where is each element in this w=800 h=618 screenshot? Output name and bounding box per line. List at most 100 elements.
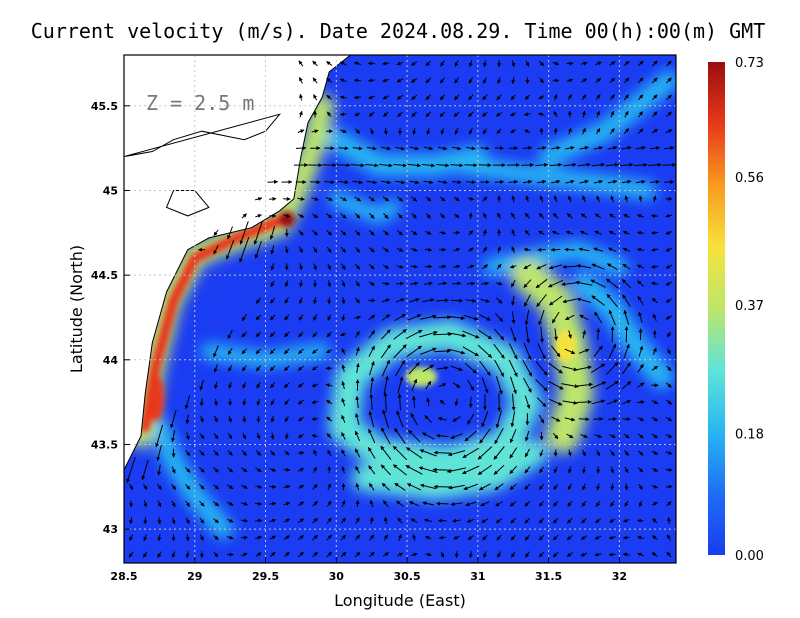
velocity-arrow (580, 535, 588, 540)
velocity-arrow (324, 180, 335, 185)
velocity-arrow (382, 247, 389, 253)
velocity-arrow (396, 94, 404, 100)
velocity-arrow (354, 112, 361, 117)
velocity-arrow (652, 518, 658, 524)
eddy-core (405, 366, 438, 387)
velocity-arrow (410, 552, 418, 557)
velocity-arrow (311, 400, 319, 405)
velocity-arrow (340, 229, 347, 236)
velocity-arrow (129, 534, 134, 541)
velocity-arrow (510, 94, 516, 101)
velocity-arrow (495, 281, 503, 286)
velocity-arrow (539, 466, 544, 474)
speed-streak (483, 240, 629, 276)
velocity-arrow (297, 518, 305, 524)
velocity-arrow (564, 247, 575, 252)
velocity-arrow (624, 110, 629, 118)
velocity-arrow (368, 230, 375, 236)
velocity-arrow (126, 456, 136, 484)
velocity-arrow (509, 264, 517, 269)
velocity-arrow (553, 127, 558, 135)
velocity-arrow (241, 331, 248, 338)
velocity-arrow (478, 314, 491, 321)
velocity-arrow (336, 163, 351, 168)
velocity-arrow (596, 483, 601, 491)
velocity-arrow (510, 279, 516, 288)
velocity-arrow (213, 345, 219, 358)
velocity-arrow (594, 552, 602, 557)
velocity-arrow (591, 399, 606, 405)
velocity-arrow (552, 213, 559, 219)
velocity-arrow (493, 446, 505, 460)
velocity-arrow (213, 518, 219, 524)
velocity-arrow (438, 281, 448, 286)
velocity-arrow (562, 264, 578, 269)
land-mass (124, 55, 352, 471)
velocity-arrow (395, 146, 405, 151)
velocity-arrow (397, 393, 402, 411)
velocity-arrow (394, 427, 406, 445)
velocity-arrow (651, 365, 659, 371)
velocity-arrow (199, 379, 204, 391)
velocity-arrow (283, 551, 290, 558)
velocity-arrow (624, 195, 629, 203)
velocity-arrow (382, 298, 390, 303)
y-tick-label: 44.5 (91, 269, 118, 282)
velocity-arrow (325, 349, 333, 354)
velocity-arrow (509, 447, 518, 459)
velocity-arrow (171, 483, 177, 490)
velocity-arrow (382, 95, 390, 100)
velocity-arrow (352, 180, 363, 185)
velocity-arrow (412, 127, 417, 135)
velocity-arrow (480, 298, 490, 303)
velocity-arrow (594, 213, 602, 219)
velocity-arrow (621, 279, 631, 289)
jet-max (278, 211, 295, 228)
velocity-arrow (593, 145, 604, 150)
velocity-arrow (239, 237, 250, 263)
velocity-arrow (609, 213, 616, 219)
velocity-arrow (447, 332, 467, 338)
velocity-arrow (580, 230, 588, 235)
velocity-arrow (666, 94, 672, 101)
velocity-arrow (226, 501, 234, 506)
velocity-arrow (424, 247, 432, 252)
map-title: Current velocity (m/s). Date 2024.08.29.… (31, 19, 766, 43)
velocity-arrow (405, 329, 423, 340)
velocity-arrow (171, 430, 176, 443)
velocity-arrow (454, 398, 459, 407)
velocity-arrow (355, 363, 360, 374)
velocity-arrow (596, 195, 601, 203)
velocity-arrow (341, 280, 346, 288)
velocity-arrow (551, 416, 561, 422)
velocity-arrow (538, 95, 545, 100)
velocity-arrow (567, 127, 572, 135)
velocity-arrow (610, 466, 615, 474)
velocity-arrow (326, 534, 333, 541)
velocity-arrow (509, 465, 518, 475)
plot-area (124, 55, 676, 563)
velocity-arrow (355, 499, 360, 508)
velocity-arrow (226, 518, 234, 523)
velocity-arrow (269, 518, 277, 523)
velocity-arrow (579, 314, 589, 321)
velocity-arrow (354, 315, 361, 320)
velocity-arrow (477, 464, 493, 476)
velocity-arrow (185, 414, 190, 425)
velocity-arrow (551, 230, 560, 235)
velocity-arrow (551, 311, 560, 324)
velocity-arrow (577, 162, 591, 167)
velocity-arrow (638, 345, 644, 357)
velocity-arrow (396, 264, 404, 269)
velocity-arrow (393, 329, 407, 340)
velocity-arrow (297, 416, 304, 422)
velocity-arrow (665, 281, 673, 286)
velocity-arrow (185, 483, 191, 490)
velocity-arrow (213, 551, 219, 558)
velocity-arrow (392, 445, 408, 461)
velocity-arrow (313, 263, 317, 271)
velocity-arrow (327, 483, 331, 490)
velocity-arrow (326, 111, 332, 118)
velocity-arrow (609, 518, 616, 523)
velocity-arrow (326, 246, 332, 253)
